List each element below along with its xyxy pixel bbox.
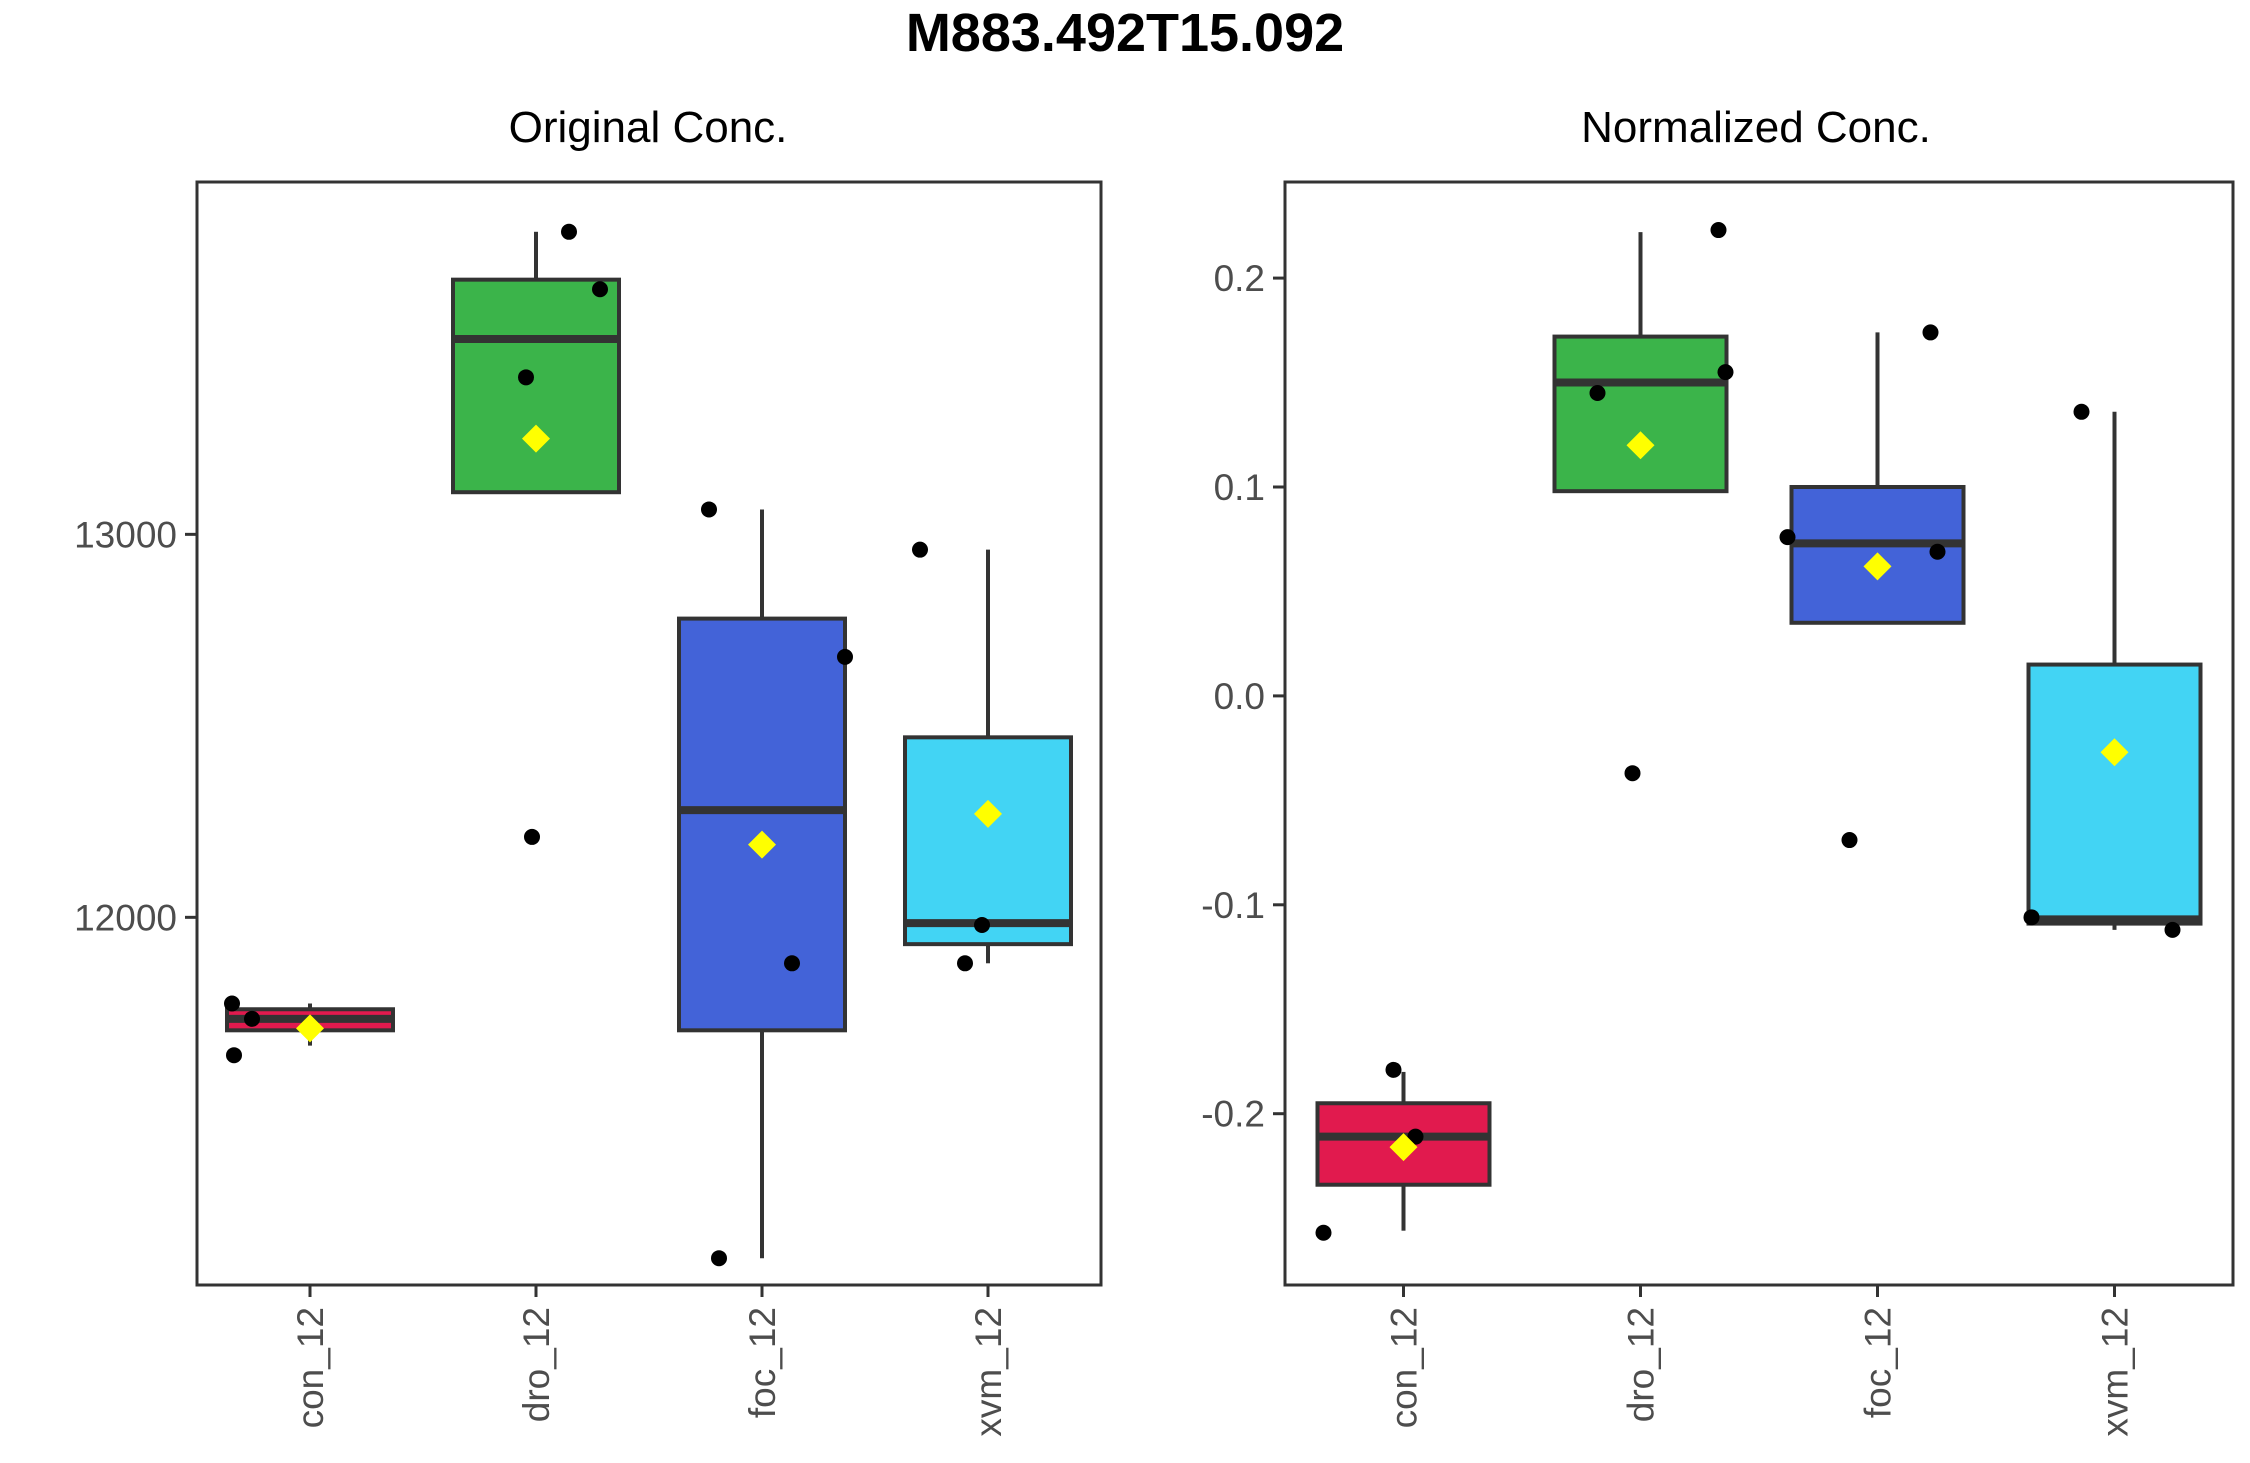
y-tick-label: 12000 bbox=[74, 897, 177, 938]
x-tick-label: foc_12 bbox=[742, 1307, 783, 1418]
data-point-con_12 bbox=[1385, 1061, 1402, 1078]
data-point-foc_12 bbox=[837, 648, 853, 665]
x-tick-label: dro_12 bbox=[516, 1307, 557, 1422]
figure-title: M883.492T15.092 bbox=[906, 3, 1344, 63]
data-point-dro_12 bbox=[592, 281, 608, 298]
mean-marker-dro_12 bbox=[1626, 431, 1655, 460]
data-point-xvm_12 bbox=[912, 541, 928, 558]
y-tick-label: 0.0 bbox=[1214, 676, 1265, 717]
data-point-foc_12 bbox=[784, 955, 800, 972]
x-tick-label: xvm_12 bbox=[2095, 1307, 2136, 1437]
y-tick-label: -0.2 bbox=[1201, 1094, 1265, 1135]
x-tick-label: con_12 bbox=[1384, 1307, 1425, 1428]
data-point-foc_12 bbox=[1929, 543, 1946, 560]
panel-original-conc: Original Conc. 12000 13000 con_12 dro_12 foc… bbox=[74, 103, 1103, 1437]
mean-marker-xvm_12 bbox=[2100, 738, 2129, 767]
data-point-xvm_12 bbox=[2164, 921, 2181, 938]
data-point-xvm_12 bbox=[2023, 909, 2040, 926]
data-point-dro_12 bbox=[561, 223, 577, 240]
data-point-xvm_12 bbox=[2073, 403, 2090, 420]
box-dro_12 bbox=[451, 277, 621, 495]
y-tick-label: 0.1 bbox=[1214, 467, 1265, 508]
x-tick-label: xvm_12 bbox=[968, 1307, 1009, 1437]
panel-title-original-conc: Original Conc. bbox=[509, 103, 788, 152]
data-point-dro_12 bbox=[518, 369, 534, 386]
data-point-foc_12 bbox=[711, 1250, 727, 1267]
panel-normalized-conc: Normalized Conc. -0.2 -0.1 0.0 0.1 0.2 con_12… bbox=[1201, 103, 2235, 1437]
plot-panel-border bbox=[195, 180, 1103, 1287]
mean-marker-foc_12 bbox=[1863, 552, 1892, 581]
mean-marker-dro_12 bbox=[522, 424, 550, 453]
plot-panel-border bbox=[1283, 180, 2235, 1287]
mean-marker-con_12 bbox=[1389, 1133, 1418, 1162]
data-point-foc_12 bbox=[701, 501, 717, 518]
box-xvm_12 bbox=[2026, 662, 2203, 926]
data-point-xvm_12 bbox=[974, 916, 990, 933]
data-point-foc_12 bbox=[1922, 324, 1939, 341]
data-point-con_12 bbox=[1407, 1128, 1424, 1145]
y-tick-label: 0.2 bbox=[1214, 258, 1265, 299]
mean-marker-foc_12 bbox=[748, 830, 776, 859]
x-tick-label: con_12 bbox=[290, 1307, 331, 1428]
data-point-con_12 bbox=[1315, 1224, 1332, 1241]
data-point-con_12 bbox=[244, 1010, 260, 1027]
x-tick-label: foc_12 bbox=[1858, 1307, 1899, 1418]
data-point-dro_12 bbox=[1589, 384, 1606, 401]
data-point-foc_12 bbox=[1779, 529, 1796, 546]
data-point-dro_12 bbox=[1717, 364, 1734, 381]
y-tick-label: -0.1 bbox=[1201, 885, 1265, 926]
data-point-con_12 bbox=[224, 995, 240, 1012]
data-point-dro_12 bbox=[1710, 222, 1727, 239]
data-point-con_12 bbox=[226, 1047, 242, 1064]
data-point-xvm_12 bbox=[957, 955, 973, 972]
panel-title-normalized-conc: Normalized Conc. bbox=[1581, 103, 1931, 152]
box-foc_12 bbox=[677, 616, 847, 1033]
data-point-dro_12 bbox=[524, 828, 540, 845]
box-dro_12 bbox=[1552, 334, 1729, 494]
y-tick-label: 13000 bbox=[74, 514, 177, 555]
mean-marker-con_12 bbox=[296, 1014, 324, 1043]
x-tick-label: dro_12 bbox=[1621, 1307, 1662, 1422]
mean-marker-xvm_12 bbox=[974, 799, 1002, 828]
box-xvm_12 bbox=[903, 735, 1073, 947]
data-point-foc_12 bbox=[1841, 832, 1858, 849]
data-point-dro_12 bbox=[1624, 765, 1641, 782]
